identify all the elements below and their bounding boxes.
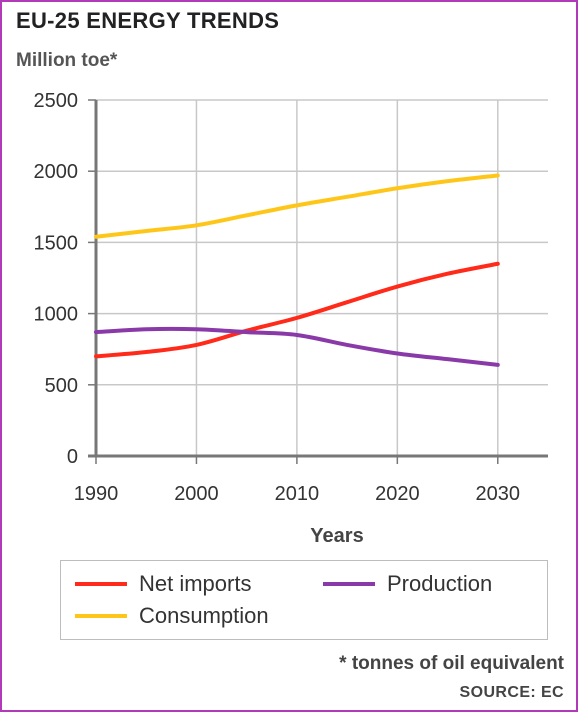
legend-swatch-net-imports <box>75 582 127 586</box>
legend-label-consumption: Consumption <box>139 603 269 628</box>
source-credit: SOURCE: EC <box>459 684 564 701</box>
y-tick-label-1000: 1000 <box>34 304 79 326</box>
legend-item-consumption: Consumption <box>75 603 269 629</box>
y-tick-label-2000: 2000 <box>34 161 79 183</box>
x-tick-label-2030: 2030 <box>476 483 521 505</box>
x-tick-label-1990: 1990 <box>74 483 119 505</box>
y-tick-label-2500: 2500 <box>34 90 79 112</box>
legend-label-production: Production <box>387 571 493 596</box>
series-line-consumption <box>94 173 500 239</box>
x-tick-label-2000: 2000 <box>174 483 219 505</box>
footnote: * tonnes of oil equivalent <box>339 653 564 674</box>
legend-label-net-imports: Net imports <box>139 571 252 596</box>
chart-title: EU-25 ENERGY TRENDS <box>16 8 280 33</box>
legend-item-production: Production <box>323 571 492 597</box>
legend: Net imports Production Consumption <box>60 560 548 640</box>
y-tick-label-0: 0 <box>67 446 78 468</box>
y-tick-labels: 0 500 1000 1500 2000 2500 <box>34 90 79 468</box>
series-lines <box>94 173 500 367</box>
x-tick-label-2020: 2020 <box>375 483 420 505</box>
x-tick-label-2010: 2010 <box>275 483 320 505</box>
axes <box>88 99 548 464</box>
legend-item-net-imports: Net imports <box>75 571 251 597</box>
x-tick-labels: 1990 2000 2010 2020 2030 <box>74 483 520 505</box>
grid-lines <box>96 99 548 456</box>
y-axis-unit-label: Million toe* <box>16 50 118 71</box>
series-line-production <box>94 326 500 367</box>
x-axis-label: Years <box>310 525 363 547</box>
series-line-net-imports <box>94 261 500 359</box>
legend-swatch-consumption <box>75 614 127 618</box>
y-tick-label-500: 500 <box>45 375 78 397</box>
legend-swatch-production <box>323 582 375 586</box>
y-tick-label-1500: 1500 <box>34 232 79 254</box>
